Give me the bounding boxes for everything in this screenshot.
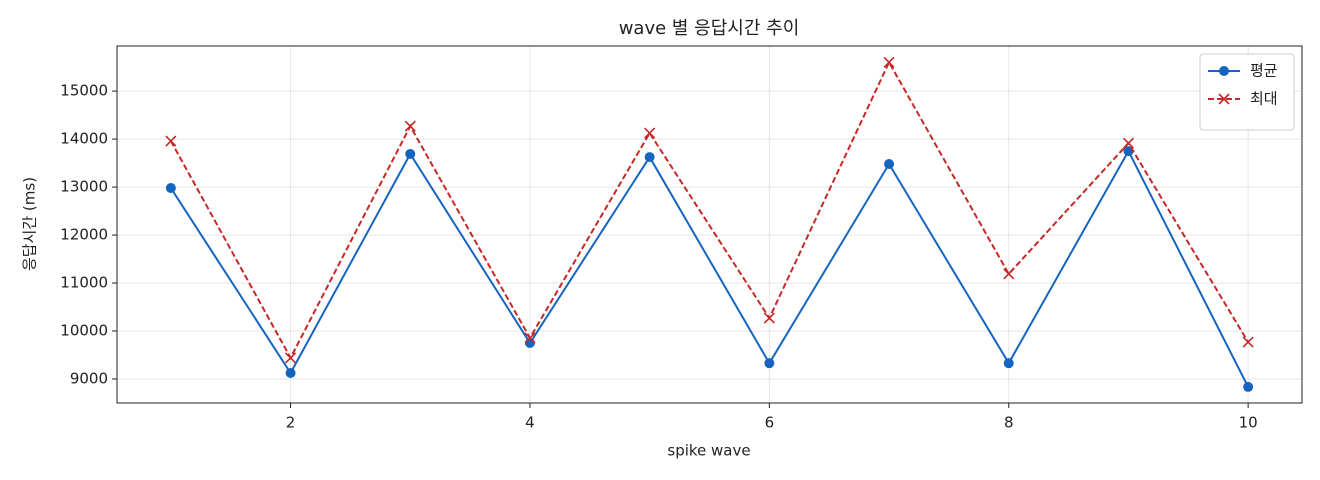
- series-line: [169, 60, 1249, 361]
- y-tick-label: 14000: [60, 130, 108, 148]
- marker: [764, 358, 775, 369]
- marker: [644, 152, 655, 163]
- marker: [1242, 336, 1254, 348]
- legend-label: 최대: [1250, 90, 1278, 108]
- marker: [165, 135, 177, 147]
- marker: [884, 159, 895, 170]
- marker: [1243, 381, 1254, 392]
- y-tick-label: 12000: [60, 226, 108, 244]
- series-line: [170, 148, 1250, 388]
- marker: [644, 127, 656, 139]
- marker: [405, 148, 416, 159]
- x-tick-label: 8: [1004, 414, 1014, 432]
- y-axis-label: 응답시간 (ms): [21, 177, 39, 271]
- marker: [1003, 358, 1014, 369]
- x-tick-label: 6: [765, 414, 775, 432]
- y-tick-label: 9000: [70, 370, 108, 388]
- y-tick-label: 10000: [60, 322, 108, 340]
- marker: [763, 312, 775, 324]
- y-tick-label: 15000: [60, 82, 108, 100]
- y-tick-label: 11000: [60, 274, 108, 292]
- marker: [883, 56, 895, 68]
- x-axis-label: spike wave: [667, 442, 750, 460]
- x-tick-label: 10: [1239, 414, 1258, 432]
- marker: [284, 352, 297, 364]
- marker: [1003, 268, 1015, 280]
- legend-marker: [1219, 66, 1229, 76]
- x-tick-label: 4: [525, 414, 535, 432]
- chart-title: wave 별 응답시간 추이: [619, 18, 800, 39]
- marker: [285, 368, 296, 379]
- marker: [1122, 137, 1135, 149]
- legend-box: [1199, 53, 1295, 131]
- marker: [524, 332, 536, 344]
- legend-marker: [1218, 93, 1230, 105]
- y-tick-label: 13000: [60, 178, 108, 196]
- x-tick-label: 2: [286, 414, 296, 432]
- plot-frame: [116, 45, 1303, 404]
- marker: [165, 183, 176, 194]
- legend-label: 평균: [1250, 62, 1278, 80]
- marker: [404, 120, 416, 132]
